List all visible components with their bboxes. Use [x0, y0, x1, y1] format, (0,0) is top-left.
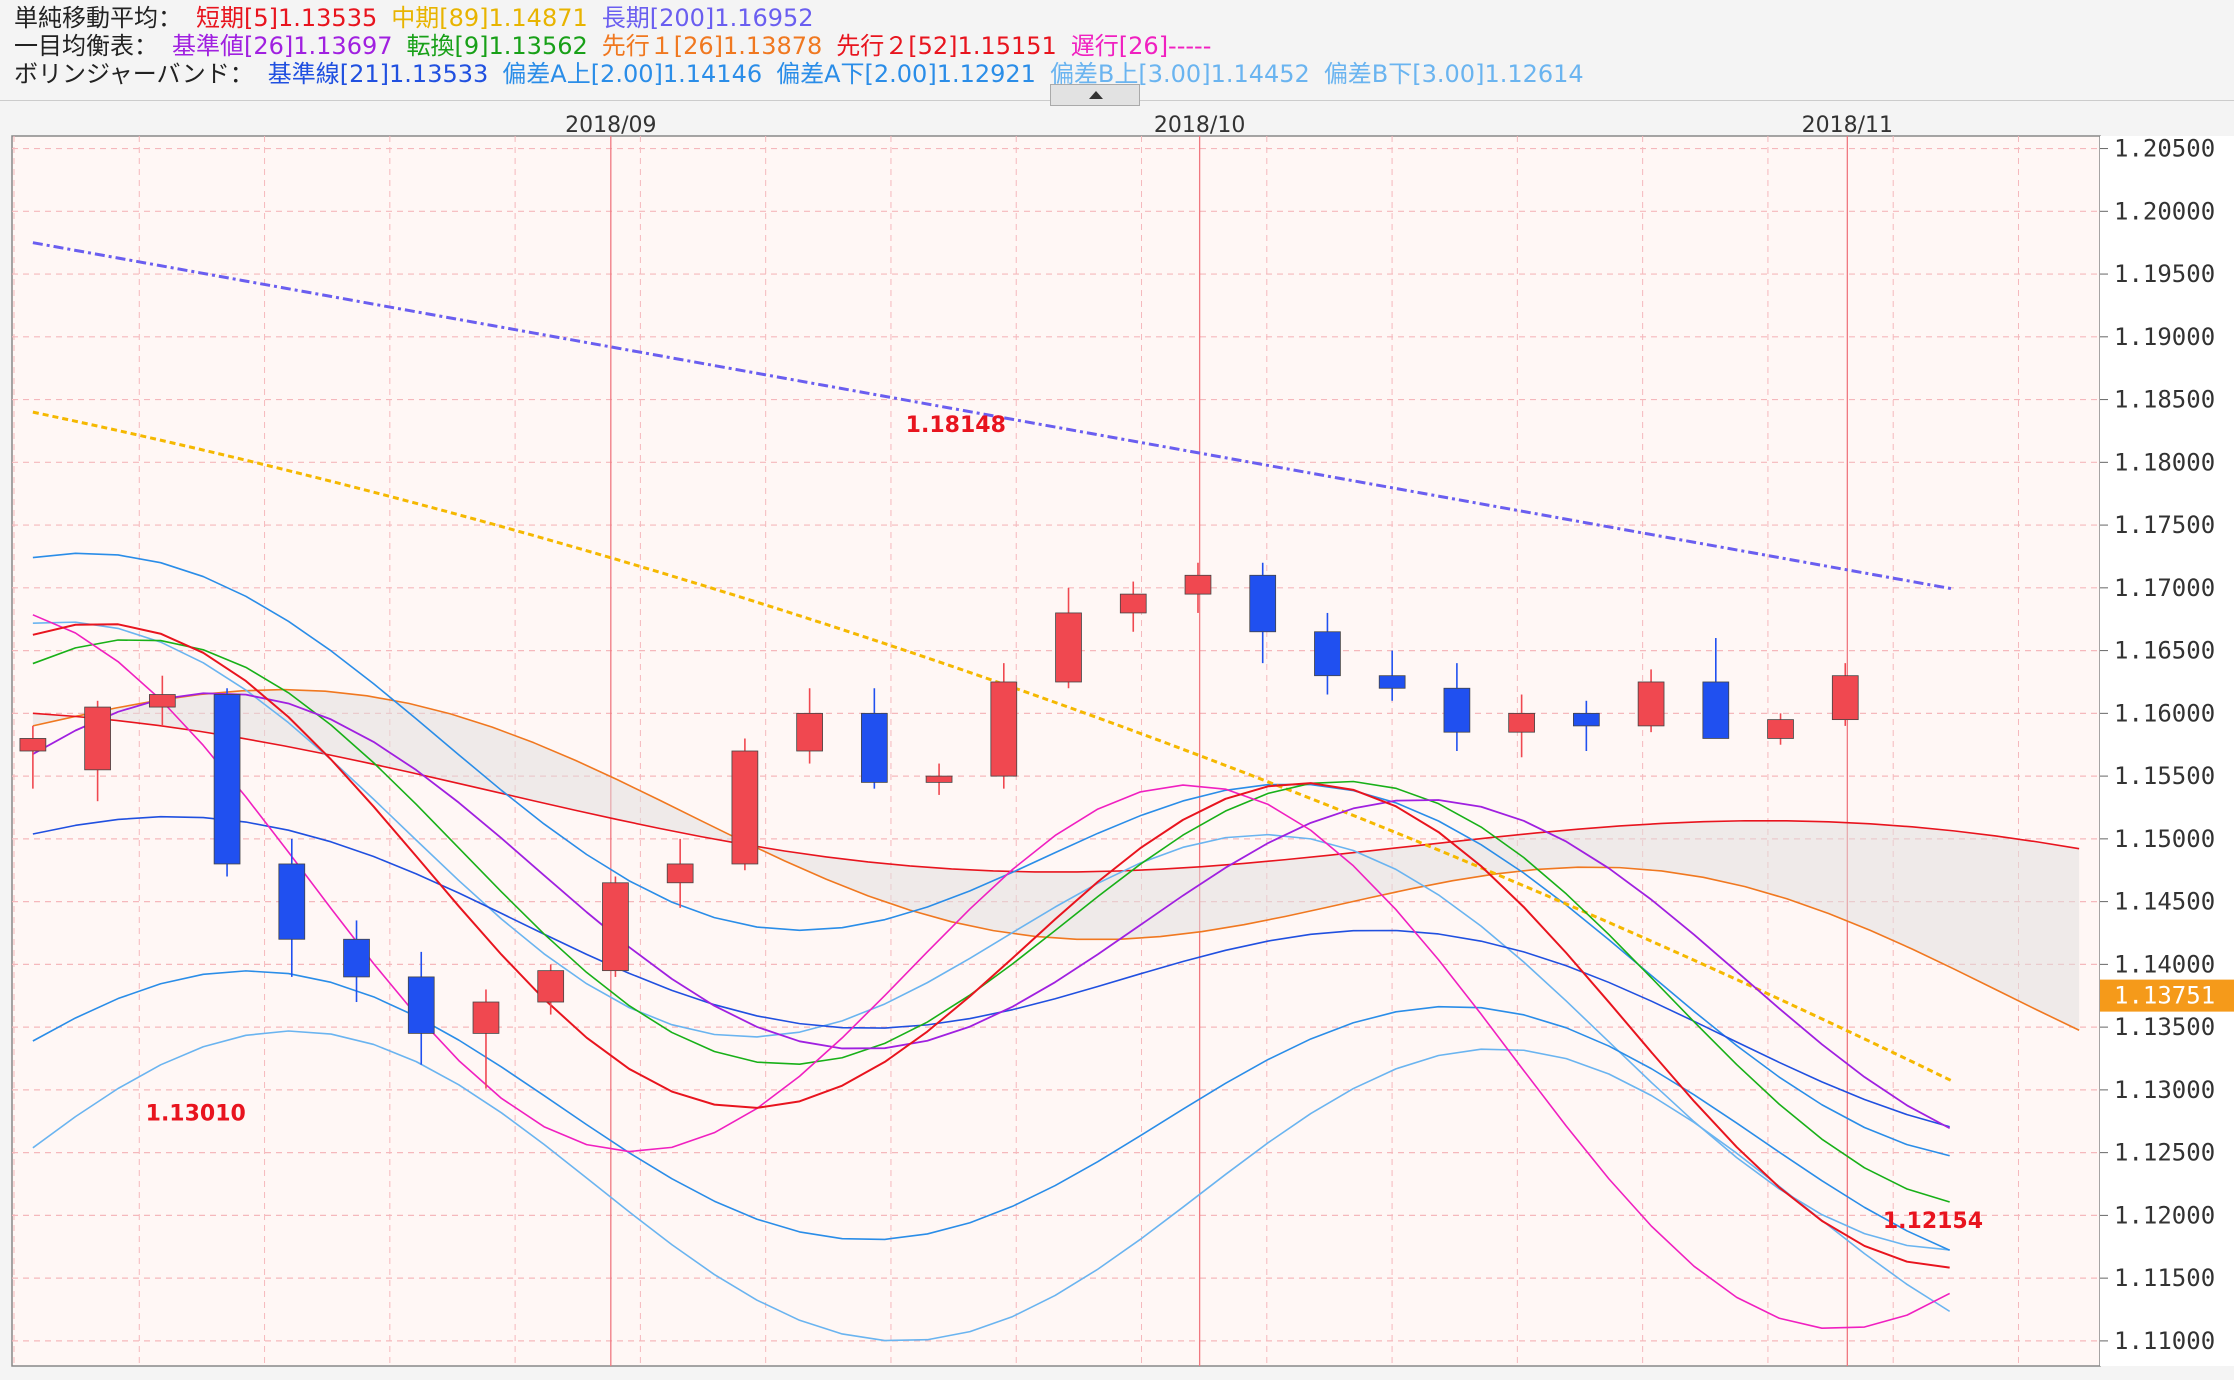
candle-body: [990, 681, 1018, 777]
candle-body: [1055, 612, 1082, 683]
candle-body: [1314, 631, 1341, 677]
current-price-tag: [2100, 979, 2234, 1012]
bb-lower3-line: [32, 1030, 1951, 1342]
kijun-value: 基準値[26]1.13697: [172, 32, 393, 60]
bb-upper2-line: [32, 552, 1950, 1157]
candle-body: [925, 775, 953, 783]
ichimoku-cloud: [32, 689, 2080, 1031]
kijun-line: [32, 692, 1951, 1130]
candle-body: [666, 863, 694, 884]
tenkan-line: [32, 639, 1950, 1203]
y-tick-label: 1.14000: [2114, 950, 2215, 978]
candle-body: [1249, 574, 1277, 633]
bb-dn3-value: 偏差B下[3.00]1.12614: [1323, 60, 1584, 88]
candle-body: [1702, 681, 1730, 739]
legend-collapse-button[interactable]: [1050, 84, 1140, 106]
sma-short-value: 短期[5]1.13535: [196, 4, 378, 32]
bb-basis-line: [32, 815, 1950, 1128]
candle-body: [1637, 681, 1665, 727]
y-tick-label: 1.19000: [2114, 323, 2215, 351]
candle-body: [1573, 712, 1600, 727]
candle-body: [1767, 719, 1794, 739]
y-tick-label: 1.17000: [2114, 574, 2215, 602]
current-price-label: 1.13751: [2114, 982, 2215, 1010]
candle-body: [343, 938, 370, 978]
y-tick-label: 1.20500: [2114, 135, 2215, 163]
candle-body: [1184, 574, 1212, 595]
candle-body: [796, 712, 823, 752]
y-tick-label: 1.20000: [2114, 197, 2215, 225]
candle-body: [213, 694, 241, 865]
sma-legend-row: 単純移動平均： 短期[5]1.13535 中期[89]1.14871 長期[200]1…: [14, 4, 828, 32]
candle-body: [278, 863, 306, 940]
sma-mid-value: 中期[89]1.14871: [391, 4, 588, 32]
sma-long-line: [32, 241, 1955, 591]
sma-legend-label: 単純移動平均：: [14, 4, 182, 32]
candle-body: [19, 738, 47, 752]
tenkan-value: 転換[9]1.13562: [406, 32, 588, 60]
chikou-line: [32, 614, 1951, 1329]
candle-body: [860, 712, 888, 783]
candle-body: [472, 1001, 500, 1034]
candle-body: [148, 694, 176, 708]
senkou2-value: 先行２[52]1.15151: [836, 32, 1057, 60]
ichimoku-legend-label: 一目均衡表：: [14, 32, 158, 60]
y-tick-label: 1.12000: [2114, 1201, 2215, 1229]
candle-body: [1508, 712, 1535, 733]
month-label: 2018/10: [1154, 113, 1245, 138]
candle-body: [1378, 675, 1406, 689]
sma-short-line: [32, 623, 1950, 1269]
bb-dn2-value: 偏差A下[2.00]1.12921: [776, 60, 1036, 88]
price-axis-area: [2100, 136, 2234, 1366]
y-tick-label: 1.15500: [2114, 762, 2215, 790]
bb-upper3-line: [32, 621, 1950, 1251]
bb-up3-value: 偏差B上[3.00]1.14452: [1049, 60, 1310, 88]
y-tick-label: 1.15000: [2114, 825, 2215, 853]
candle-body: [602, 882, 629, 972]
indicator-legend: 単純移動平均： 短期[5]1.13535 中期[89]1.14871 長期[200]1…: [0, 0, 2234, 106]
y-tick-label: 1.13000: [2114, 1076, 2215, 1104]
y-tick-label: 1.19500: [2114, 260, 2215, 288]
chevron-up-icon: [1089, 91, 1103, 99]
candle-body: [407, 976, 435, 1034]
candle-body: [1443, 687, 1471, 733]
chikou-value: 遅行[26]-----: [1070, 32, 1212, 60]
y-tick-label: 1.16500: [2114, 637, 2215, 665]
candle-body: [84, 706, 111, 771]
ichimoku-legend-row: 一目均衡表： 基準値[26]1.13697 転換[9]1.13562 先行１[26]1…: [14, 32, 1225, 60]
sma-long-value: 長期[200]1.16952: [601, 4, 814, 32]
y-tick-label: 1.18500: [2114, 386, 2215, 414]
senkou-span-1-line: [32, 688, 2080, 1031]
y-tick-label: 1.12500: [2114, 1139, 2215, 1167]
y-tick-label: 1.11500: [2114, 1264, 2215, 1292]
y-tick-label: 1.13500: [2114, 1013, 2215, 1041]
price-annotation: 1.18148: [906, 413, 1006, 438]
y-tick-label: 1.14500: [2114, 888, 2215, 916]
y-tick-label: 1.16000: [2114, 699, 2215, 727]
price-annotation: 1.13010: [146, 1102, 246, 1127]
candle-body: [1119, 593, 1147, 614]
month-label: 2018/11: [1802, 113, 1893, 138]
price-chart[interactable]: 1.20500 1.20000 1.19500 1.19000 1.18500 1.180…: [0, 108, 2234, 1380]
bollinger-legend-label: ボリンジャーバンド：: [14, 60, 254, 88]
candle-body: [537, 970, 565, 1003]
bb-base-value: 基準線[21]1.13533: [267, 60, 489, 88]
month-label: 2018/09: [565, 113, 656, 138]
price-annotation: 1.12154: [1883, 1209, 1983, 1234]
bb-lower2-line: [32, 970, 1950, 1251]
y-tick-label: 1.11000: [2114, 1327, 2215, 1355]
senkou-span-2-line: [32, 712, 2080, 873]
candle-body: [1831, 675, 1859, 721]
bb-up2-value: 偏差A上[2.00]1.14146: [502, 60, 763, 88]
candle-body: [731, 750, 759, 865]
senkou1-value: 先行１[26]1.13878: [601, 32, 823, 60]
bollinger-legend-row: ボリンジャーバンド： 基準線[21]1.13533 偏差A上[2.00]1.1414…: [14, 60, 1598, 88]
y-tick-label: 1.17500: [2114, 511, 2215, 539]
y-tick-label: 1.18000: [2114, 448, 2215, 476]
